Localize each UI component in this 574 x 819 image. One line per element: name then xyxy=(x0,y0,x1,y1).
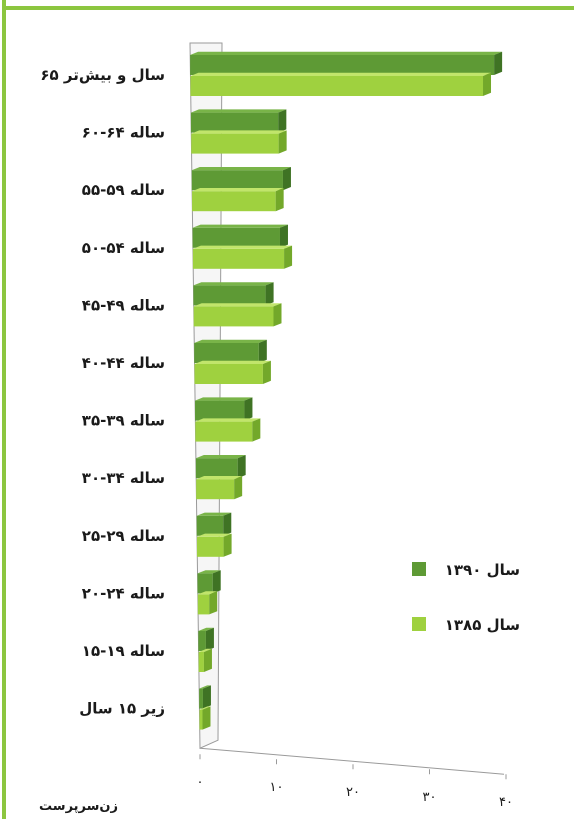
bar-1390 xyxy=(197,570,221,594)
bar-1385 xyxy=(197,591,218,615)
category-label: ۶۰-۶۴ ساله xyxy=(82,124,165,142)
category-label: ۲۵-۲۹ ساله xyxy=(82,527,165,545)
category-label: ۵۰-۵۴ ساله xyxy=(82,239,165,257)
category-label: زیر ۱۵ سال xyxy=(79,700,165,718)
category-label: ۲۰-۲۴ ساله xyxy=(82,584,165,602)
bar-1385 xyxy=(195,418,261,442)
x-tick-label: ۳۰ xyxy=(423,790,437,805)
bar-1385 xyxy=(192,188,284,212)
bar-1390 xyxy=(195,397,253,421)
category-label: ۳۰-۳۴ ساله xyxy=(82,469,165,487)
x-axis-title: زن‌سرپرست xyxy=(39,799,118,814)
category-label: ۶۵ سال و بیش‌تر xyxy=(40,66,165,84)
category-label: ۱۵-۱۹ ساله xyxy=(82,642,165,660)
bar-1385 xyxy=(190,72,492,96)
category-label: ۵۵-۵۹ ساله xyxy=(82,181,165,199)
bar-1385 xyxy=(191,130,287,154)
bar-1385 xyxy=(199,706,211,730)
bar-1390 xyxy=(190,51,503,75)
bar-1385 xyxy=(194,360,271,384)
bar-1390 xyxy=(193,282,274,306)
bar-1390 xyxy=(195,455,246,479)
bar-1385 xyxy=(193,303,282,327)
category-label: ۳۵-۳۹ ساله xyxy=(82,412,165,430)
legend-swatch xyxy=(412,617,426,631)
category-label: ۴۵-۴۹ ساله xyxy=(82,296,165,314)
x-tick-label: ۱۰ xyxy=(270,780,284,795)
bar-1390 xyxy=(198,627,214,651)
legend-label: سال ۱۳۹۰ xyxy=(445,561,520,579)
category-label: ۴۰-۴۴ ساله xyxy=(82,354,165,372)
x-axis-line xyxy=(199,747,505,775)
x-tick-label: ۰ xyxy=(197,775,204,790)
bar-1390 xyxy=(192,224,288,248)
bar-1390 xyxy=(196,512,232,536)
bar-1390 xyxy=(194,339,267,363)
bar-1385 xyxy=(198,648,212,672)
legend-swatch xyxy=(412,562,426,576)
bar-1390 xyxy=(191,167,291,191)
x-tick-label: ۴۰ xyxy=(499,795,513,810)
x-tick-label: ۲۰ xyxy=(346,785,360,800)
bar-1390 xyxy=(190,109,287,133)
bar-1385 xyxy=(196,533,232,557)
bar-1390 xyxy=(199,685,211,709)
legend-label: سال ۱۳۸۵ xyxy=(445,616,520,634)
bar-1385 xyxy=(192,245,293,269)
bar-1385 xyxy=(196,476,243,500)
